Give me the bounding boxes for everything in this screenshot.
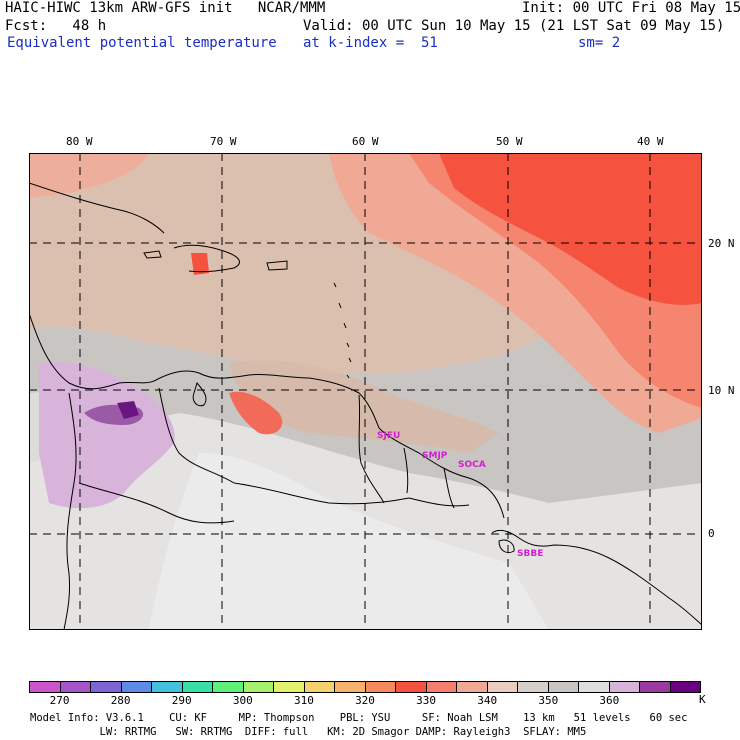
- station-soca: SOCA: [458, 460, 486, 470]
- lon-label-70w: 70 W: [210, 135, 237, 148]
- colorbar-swatch: [425, 682, 456, 692]
- colorbar-swatch: [456, 682, 487, 692]
- colorbar-swatch: [181, 682, 212, 692]
- field-red-small-haiti: [191, 253, 209, 275]
- lat-label-0: 0: [708, 527, 715, 540]
- lat-label-20n: 20 N: [708, 237, 735, 250]
- colorbar-swatch: [517, 682, 548, 692]
- field-name: Equivalent potential temperature: [7, 35, 277, 51]
- colorbar-swatch: [151, 682, 182, 692]
- valid-time: Valid: 00 UTC Sun 10 May 15 (21 LST Sat …: [303, 18, 725, 34]
- lon-label-80w: 80 W: [66, 135, 93, 148]
- coastline-south-america-north: [153, 370, 505, 519]
- colorbar-tick-label: 330: [416, 694, 437, 707]
- colorbar-swatch: [639, 682, 670, 692]
- colorbar-tick-label: 340: [477, 694, 498, 707]
- smoothing-info: sm= 2: [578, 35, 621, 51]
- model-info-line2: LW: RRTMG SW: RRTMG DIFF: full KM: 2D Sm…: [30, 726, 587, 738]
- lat-label-10n: 10 N: [708, 384, 735, 397]
- station-sbbe: SBBE: [517, 549, 544, 559]
- colorbar-swatch: [59, 682, 90, 692]
- forecast-hour: Fcst: 48 h: [5, 18, 107, 34]
- coastline-cuba: [29, 182, 165, 234]
- colorbar: [29, 681, 701, 693]
- colorbar-swatch: [30, 682, 60, 692]
- colorbar-tick-label: 320: [355, 694, 375, 707]
- colorbar-tick-label: 290: [171, 694, 192, 707]
- colorbar-swatch: [608, 682, 639, 692]
- coastline-marajo: [498, 539, 515, 554]
- coastline-puerto-rico: [266, 260, 288, 271]
- colorbar-tick-label: 300: [232, 694, 253, 707]
- init-time: Init: 00 UTC Fri 08 May 15: [522, 0, 740, 16]
- model-info-line1: Model Info: V3.6.1 CU: KF MP: Thompson P…: [30, 712, 688, 724]
- station-smjp: SMJP: [422, 451, 448, 461]
- colorbar-tick-label: 280: [110, 694, 131, 707]
- field-red: [439, 153, 702, 305]
- colorbar-swatch: [486, 682, 517, 692]
- colorbar-swatch: [303, 682, 334, 692]
- colorbar-swatch: [395, 682, 426, 692]
- level-info: at k-index = 51: [303, 35, 438, 51]
- field-light-gray-sw: [149, 453, 549, 630]
- border-brazil-north: [233, 482, 470, 507]
- colorbar-unit: K: [699, 693, 706, 706]
- field-red-venezuela: [229, 391, 283, 435]
- lon-label-50w: 50 W: [496, 135, 523, 148]
- coastline-pacific: [63, 392, 77, 630]
- map-canvas: [29, 153, 702, 630]
- colorbar-swatch: [120, 682, 151, 692]
- coastline-lake-maracaibo: [192, 381, 207, 407]
- lon-label-40w: 40 W: [637, 135, 664, 148]
- field-salmon-left: [29, 153, 149, 198]
- border-colombia-peru: [78, 482, 235, 524]
- coastline-lesser-antilles: [333, 282, 352, 379]
- field-dark-purple: [117, 401, 139, 419]
- colorbar-swatch: [90, 682, 121, 692]
- colorbar-tick-label: 350: [538, 694, 559, 707]
- colorbar-swatch: [364, 682, 395, 692]
- colorbar-tick-label: 360: [599, 694, 620, 707]
- border-venezuela-guyana: [358, 394, 385, 504]
- border-colombia-venezuela: [158, 387, 235, 484]
- colorbar-swatch: [242, 682, 273, 692]
- colorbar-swatch: [578, 682, 609, 692]
- map-panel: SJEU SMJP SOCA SBBE: [29, 153, 702, 630]
- station-sjeu: SJEU: [377, 431, 401, 441]
- model-title: HAIC-HIWC 13km ARW-GFS init NCAR/MMM: [5, 0, 326, 16]
- colorbar-swatch: [547, 682, 578, 692]
- coastline-hispaniola: [173, 244, 240, 273]
- coastline-jamaica: [143, 250, 162, 259]
- colorbar-swatch: [334, 682, 365, 692]
- colorbar-tick-label: 310: [293, 694, 314, 707]
- lon-label-60w: 60 W: [352, 135, 379, 148]
- field-tan-mid: [229, 360, 499, 453]
- colorbar-tick-label: 270: [49, 694, 70, 707]
- colorbar-swatch: [212, 682, 243, 692]
- colorbar-swatch: [273, 682, 304, 692]
- coastline-central-america: [29, 312, 155, 390]
- field-lavender-west: [39, 361, 175, 509]
- border-guyana-suriname: [403, 447, 409, 494]
- coastline-amazon-delta: [491, 530, 702, 626]
- colorbar-swatch: [669, 682, 700, 692]
